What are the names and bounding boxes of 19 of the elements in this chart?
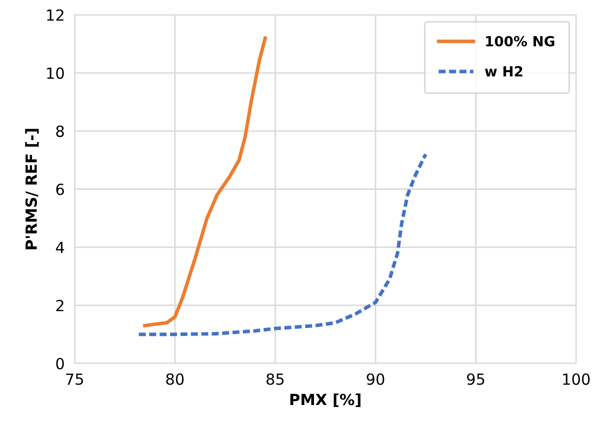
x-tick-label: 85 — [266, 373, 284, 385]
line-series — [137, 152, 428, 336]
x-tick-label: 95 — [467, 373, 484, 385]
y-tick-label: 12 — [47, 9, 64, 21]
x-tick-label: 100 — [563, 373, 590, 385]
y-tick-label: 10 — [47, 67, 64, 79]
y-tick-label: 4 — [56, 242, 64, 254]
legend-label: w H2 — [484, 66, 522, 76]
y-tick-label: 6 — [56, 184, 64, 196]
x-axis-title: PMX [%] — [290, 393, 360, 408]
y-tick-label: 0 — [56, 358, 64, 370]
x-tick-label: 80 — [166, 373, 184, 385]
line-series — [143, 36, 267, 328]
y-tick-label: 8 — [56, 126, 64, 138]
legend-label: 100% NG — [486, 36, 554, 46]
y-axis-title: P'RMS/ REF [-] — [25, 128, 39, 250]
x-tick-label: 75 — [66, 374, 84, 385]
y-tick-label: 2 — [56, 300, 64, 312]
x-tick-label: 90 — [366, 373, 384, 385]
